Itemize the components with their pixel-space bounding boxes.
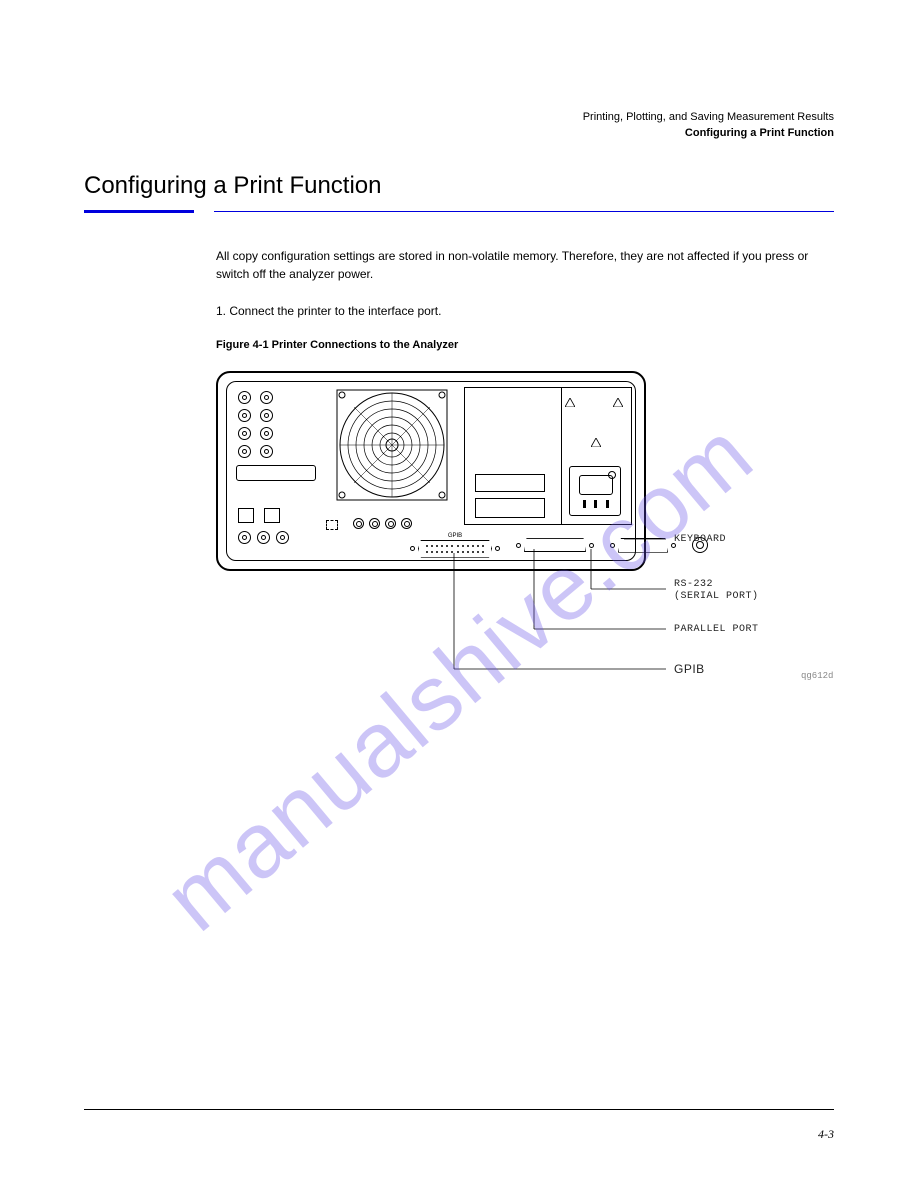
fuse-label — [475, 498, 545, 518]
section-title: Configuring a Print Function — [84, 172, 834, 200]
dashed-cutout — [326, 520, 338, 530]
para-1-text: All copy configuration settings are stor… — [216, 249, 808, 282]
warning-triangle-icon — [613, 394, 623, 403]
square-pads — [238, 508, 280, 523]
rs232-label-line1: RS-232 — [674, 579, 713, 590]
connector-row: GPIB — [410, 533, 708, 558]
iec-power-inlet — [569, 466, 621, 516]
bnc-row-bottom — [238, 531, 289, 544]
gpib-connector — [418, 540, 492, 558]
bnc-connector — [238, 409, 251, 422]
power-block — [464, 387, 632, 525]
bnc-connector — [385, 518, 396, 529]
document-page: Printing, Plotting, and Saving Measureme… — [0, 0, 918, 1188]
header-line-2: Configuring a Print Function — [84, 126, 834, 142]
figure-caption: Figure 4-1 Printer Connections to the An… — [216, 339, 834, 351]
bnc-connector — [260, 391, 273, 404]
bnc-connector — [238, 531, 251, 544]
parallel-port-connector — [516, 538, 594, 552]
rear-panel-outer: GPIB — [216, 371, 646, 571]
figure: GPIB — [216, 371, 856, 711]
small-bnc-row — [353, 518, 412, 529]
warning-triangle-icon — [565, 394, 575, 403]
footer: 4-3 — [84, 1127, 834, 1142]
bnc-connector — [238, 445, 251, 458]
bnc-connector — [276, 531, 289, 544]
footer-rule — [84, 1109, 834, 1110]
gpib-label-tiny: GPIB — [448, 533, 462, 539]
bnc-connector — [260, 409, 273, 422]
db25-connector — [236, 465, 316, 481]
screw-icon — [495, 546, 500, 551]
warning-triangle-icon — [591, 434, 601, 443]
fan-icon — [336, 389, 448, 501]
gpib-label: GPIB — [674, 662, 705, 676]
bnc-connector — [257, 531, 270, 544]
figure-credit: qg612d — [801, 671, 833, 681]
bnc-connector — [353, 518, 364, 529]
page-number: 4-3 — [818, 1127, 834, 1142]
bnc-connector — [238, 391, 251, 404]
square-pad — [238, 508, 254, 523]
title-rule — [84, 210, 834, 213]
para-2: 1. Connect the printer to the interface … — [216, 302, 834, 321]
bnc-grid-left — [238, 391, 276, 458]
bnc-connector — [260, 445, 273, 458]
screw-icon — [410, 546, 415, 551]
square-pad — [264, 508, 280, 523]
running-header: Printing, Plotting, and Saving Measureme… — [84, 110, 834, 142]
body-content: All copy configuration settings are stor… — [216, 247, 834, 711]
header-line-1: Printing, Plotting, and Saving Measureme… — [84, 110, 834, 126]
para-1: All copy configuration settings are stor… — [216, 247, 834, 284]
title-rule-thin — [214, 211, 834, 212]
title-rule-thick — [84, 210, 194, 213]
rs232-connector — [610, 538, 676, 553]
keyboard-label: KEYBOARD — [674, 534, 726, 545]
parallel-label: PARALLEL PORT — [674, 624, 759, 635]
bnc-connector — [260, 427, 273, 440]
label-plate — [475, 474, 545, 492]
rs232-label-line2: (SERIAL PORT) — [674, 591, 759, 602]
bnc-connector — [238, 427, 251, 440]
bnc-connector — [369, 518, 380, 529]
bnc-connector — [401, 518, 412, 529]
